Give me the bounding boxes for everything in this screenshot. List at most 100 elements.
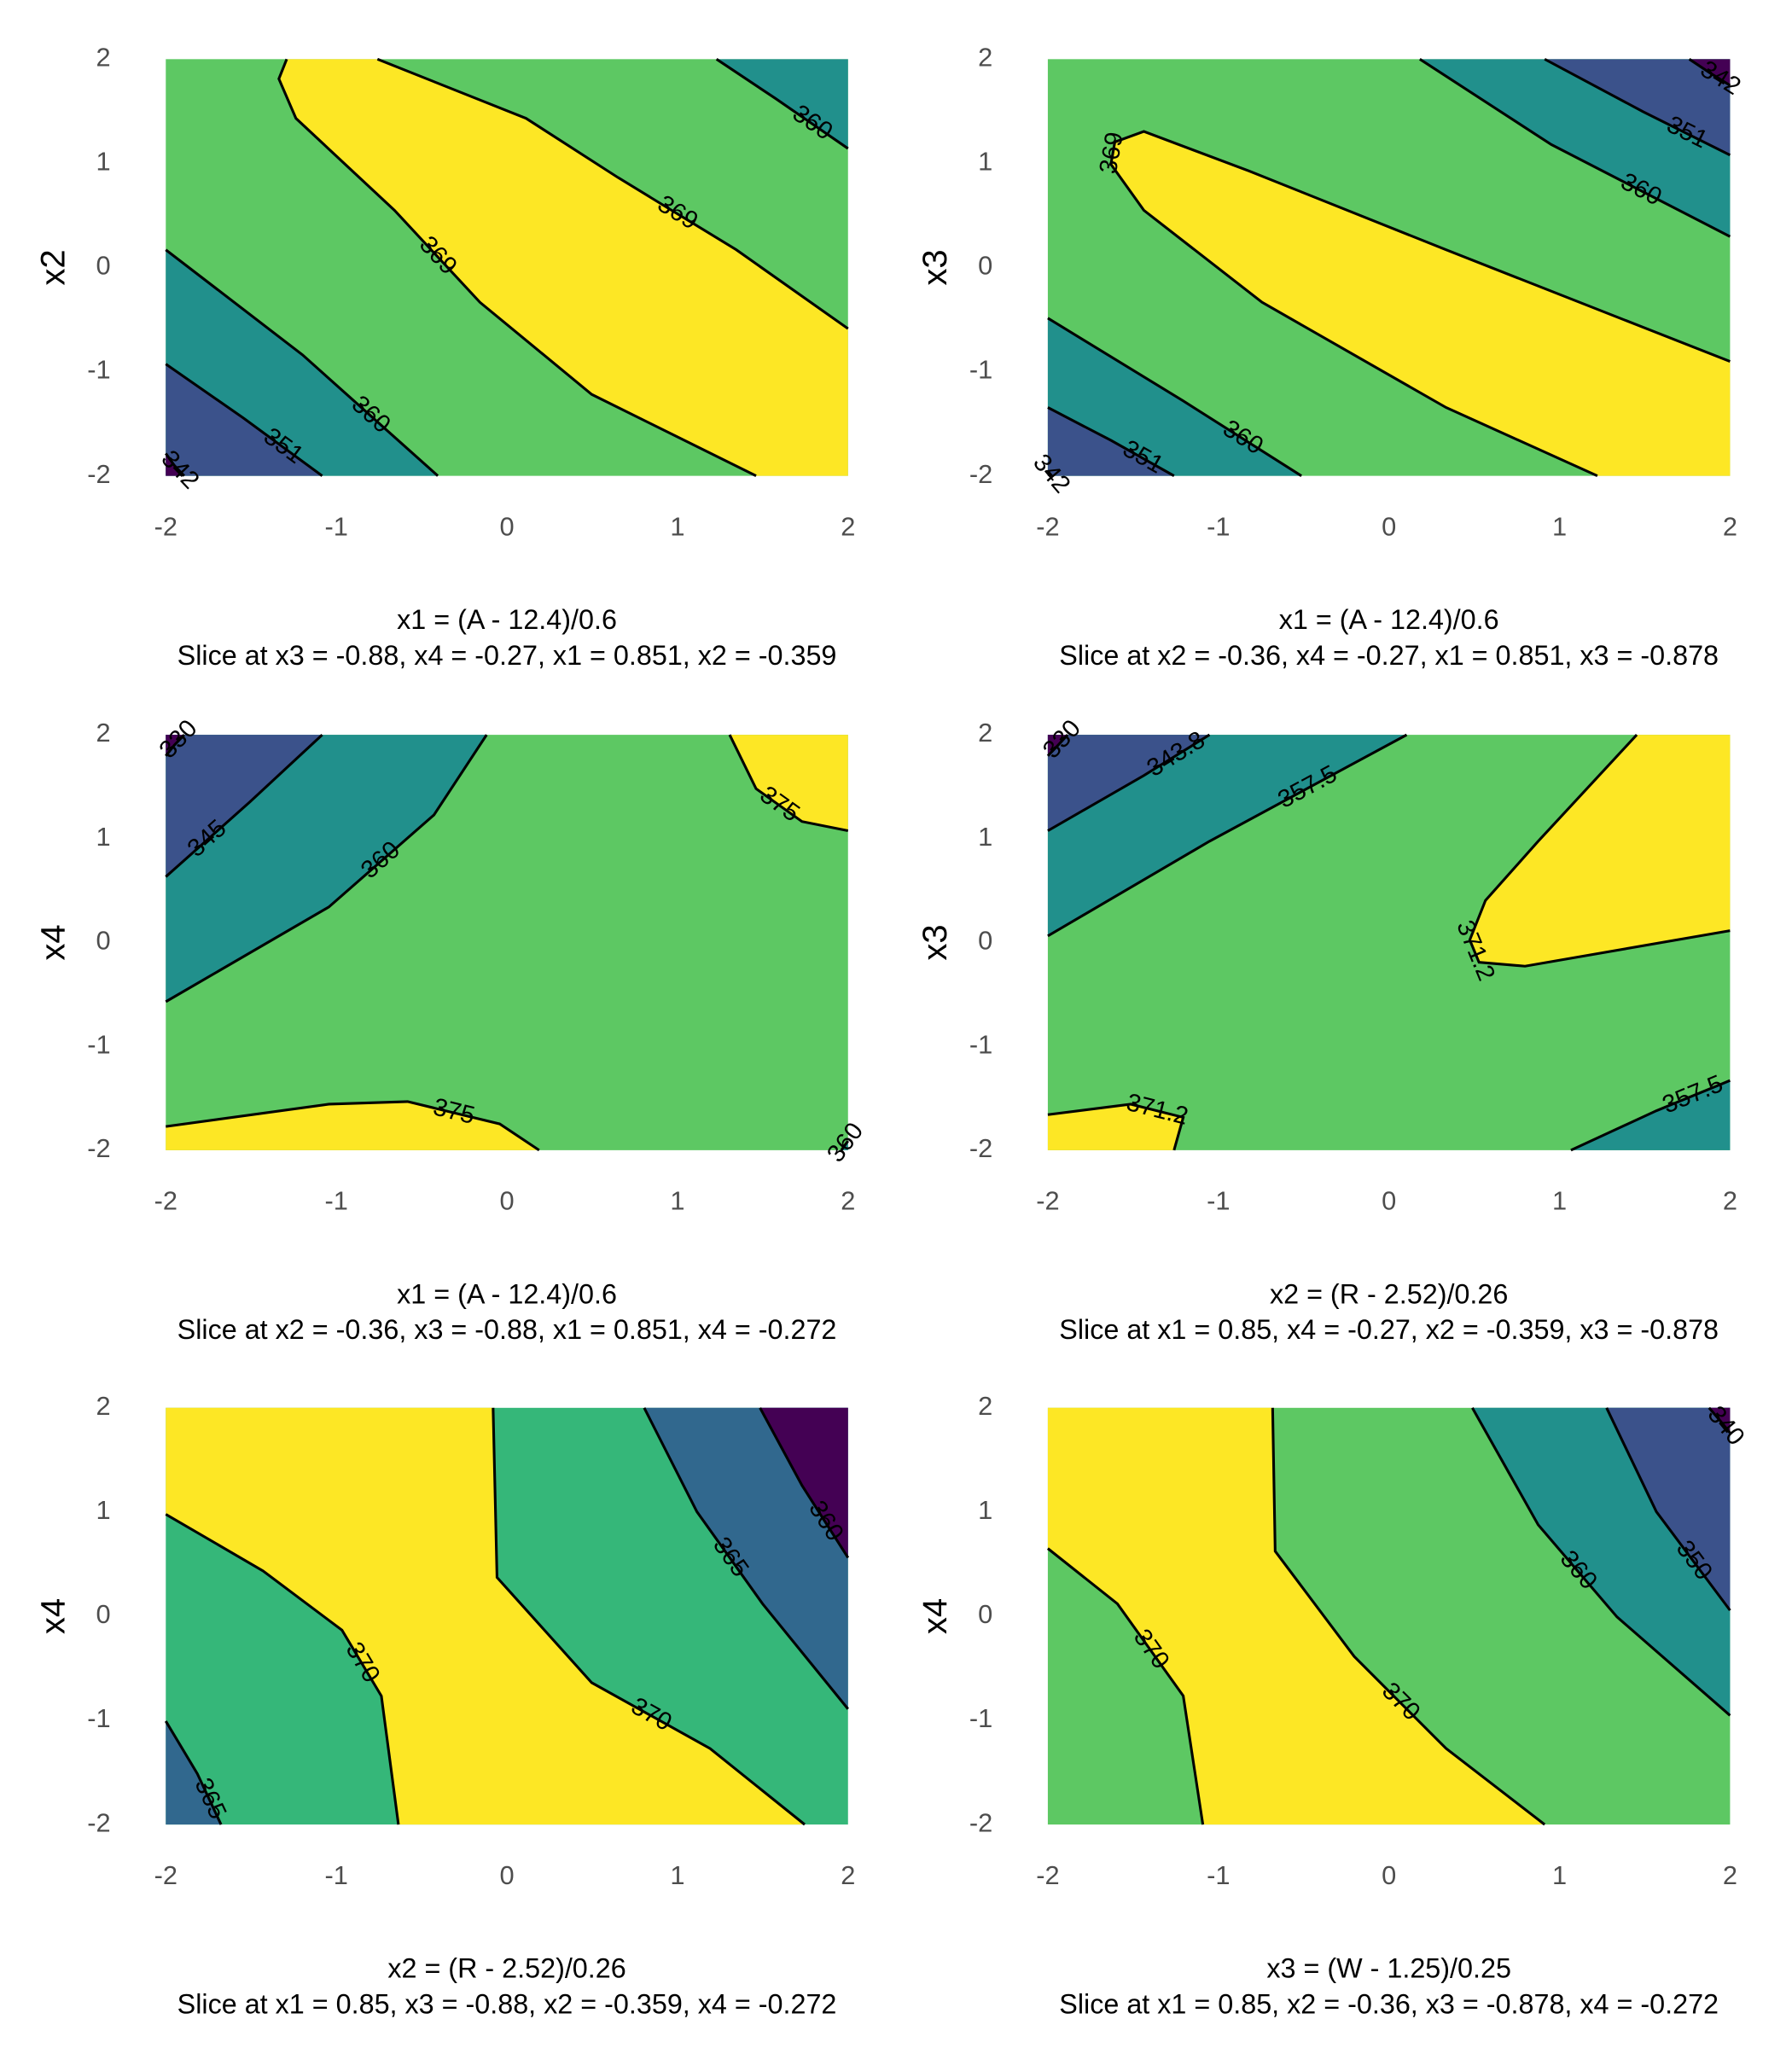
x-tick-label: 0 [1382, 1186, 1396, 1216]
x-tick-label: -2 [154, 511, 177, 541]
slice-caption: Slice at x2 = -0.36, x3 = -0.88, x1 = 0.… [177, 1314, 837, 1345]
contour-line [277, 58, 757, 478]
contour-region [166, 1720, 222, 1825]
contour-line [759, 1407, 850, 1559]
contour-line [165, 734, 488, 1004]
x-tick-label: 1 [670, 1860, 684, 1890]
x-tick-label: -1 [1207, 511, 1230, 541]
y-tick-label: -2 [87, 1807, 110, 1837]
contour-line [1688, 58, 1731, 87]
x-tick-label: 1 [670, 511, 684, 541]
y-tick-label: 2 [96, 1391, 110, 1421]
contour-line [1471, 1407, 1731, 1717]
x-tick-label: 1 [1552, 511, 1567, 541]
y-tick-label: -2 [969, 1133, 992, 1163]
y-tick-label: -1 [969, 1029, 992, 1059]
contour-line [1271, 1407, 1546, 1826]
y-tick-label: -2 [87, 459, 110, 489]
y-tick-label: -2 [87, 1133, 110, 1163]
y-axis-title: x4 [34, 1598, 72, 1634]
slice-caption: Slice at x1 = 0.85, x4 = -0.27, x2 = -0.… [1059, 1314, 1719, 1345]
contour-region [1047, 1407, 1545, 1825]
x-tick-label: 2 [1723, 511, 1737, 541]
y-tick-label: 0 [978, 926, 992, 956]
contour-line [165, 363, 323, 477]
contour-region [759, 1407, 848, 1558]
contour-region [1110, 131, 1731, 476]
contour-line [165, 734, 185, 757]
x-tick-label: 0 [499, 1186, 514, 1216]
x-tick-label: 2 [1723, 1860, 1737, 1890]
contour-line [715, 58, 849, 150]
contour-line [492, 1407, 806, 1826]
y-tick-label: 2 [96, 42, 110, 72]
x-tick-label: -1 [1207, 1186, 1230, 1216]
x-tick-label: -1 [324, 1186, 347, 1216]
y-tick-label: 1 [978, 147, 992, 177]
y-axis-title: x4 [916, 1598, 954, 1634]
contour-line [165, 452, 185, 477]
x-tick-label: 2 [841, 1860, 855, 1890]
x-tick-label: -1 [324, 511, 347, 541]
x-tick-label: 0 [1382, 511, 1396, 541]
contour-line [1046, 469, 1053, 477]
y-tick-label: 2 [978, 42, 992, 72]
x-tick-label: 1 [1552, 1186, 1567, 1216]
contour-line [728, 734, 849, 833]
y-tick-label: 2 [978, 1391, 992, 1421]
x-tick-label: 2 [841, 1186, 855, 1216]
y-tick-label: 0 [96, 926, 110, 956]
contour-line [166, 1100, 540, 1152]
y-tick-label: -1 [969, 1703, 992, 1733]
contour-region [1047, 1103, 1184, 1150]
y-axis-title: x4 [34, 924, 72, 960]
contour-region [1606, 1407, 1731, 1611]
x-tick-label: -2 [1036, 1860, 1059, 1890]
contour-line [1047, 733, 1408, 938]
y-tick-label: -1 [87, 1703, 110, 1733]
contour-line [1046, 1547, 1205, 1825]
contour-line [1605, 1407, 1731, 1612]
x-tick-label: 0 [499, 511, 514, 541]
x-tick-label: 1 [1552, 1860, 1567, 1890]
contour-line [1046, 734, 1069, 757]
slice-caption: Slice at x1 = 0.85, x3 = -0.88, x2 = -0.… [177, 1988, 837, 2019]
slice-caption: Slice at x3 = -0.88, x4 = -0.27, x1 = 0.… [177, 640, 837, 671]
x-axis-title: x1 = (A - 12.4)/0.6 [397, 604, 617, 635]
contour-line [840, 1140, 850, 1151]
x-tick-label: -1 [1207, 1860, 1230, 1890]
contour-line [1468, 734, 1731, 968]
y-tick-label: -1 [87, 1029, 110, 1059]
y-axis-title: x2 [34, 249, 72, 285]
x-tick-label: -1 [324, 1860, 347, 1890]
y-tick-label: -2 [969, 459, 992, 489]
y-tick-label: 0 [978, 1599, 992, 1629]
y-tick-label: 2 [978, 718, 992, 748]
x-axis-title: x2 = (R - 2.52)/0.26 [1270, 1278, 1508, 1309]
x-tick-label: -2 [1036, 1186, 1059, 1216]
y-tick-label: 0 [96, 251, 110, 281]
contour-line [1047, 733, 1211, 832]
contour-region [278, 59, 848, 476]
y-tick-label: 1 [978, 1495, 992, 1525]
contour-line [376, 57, 849, 330]
contour-line [1047, 1103, 1185, 1151]
y-tick-label: 0 [978, 251, 992, 281]
contour-line [1544, 57, 1731, 157]
contour-region [643, 1407, 848, 1709]
x-tick-label: 0 [499, 1860, 514, 1890]
y-axis-title: x3 [916, 924, 954, 960]
x-tick-label: -2 [1036, 511, 1059, 541]
y-tick-label: 2 [96, 718, 110, 748]
contour-region [1047, 735, 1407, 936]
y-tick-label: 1 [96, 1495, 110, 1525]
x-axis-title: x3 = (W - 1.25)/0.25 [1266, 1953, 1511, 1984]
contour-line [1047, 317, 1302, 477]
x-tick-label: 0 [1382, 1860, 1396, 1890]
